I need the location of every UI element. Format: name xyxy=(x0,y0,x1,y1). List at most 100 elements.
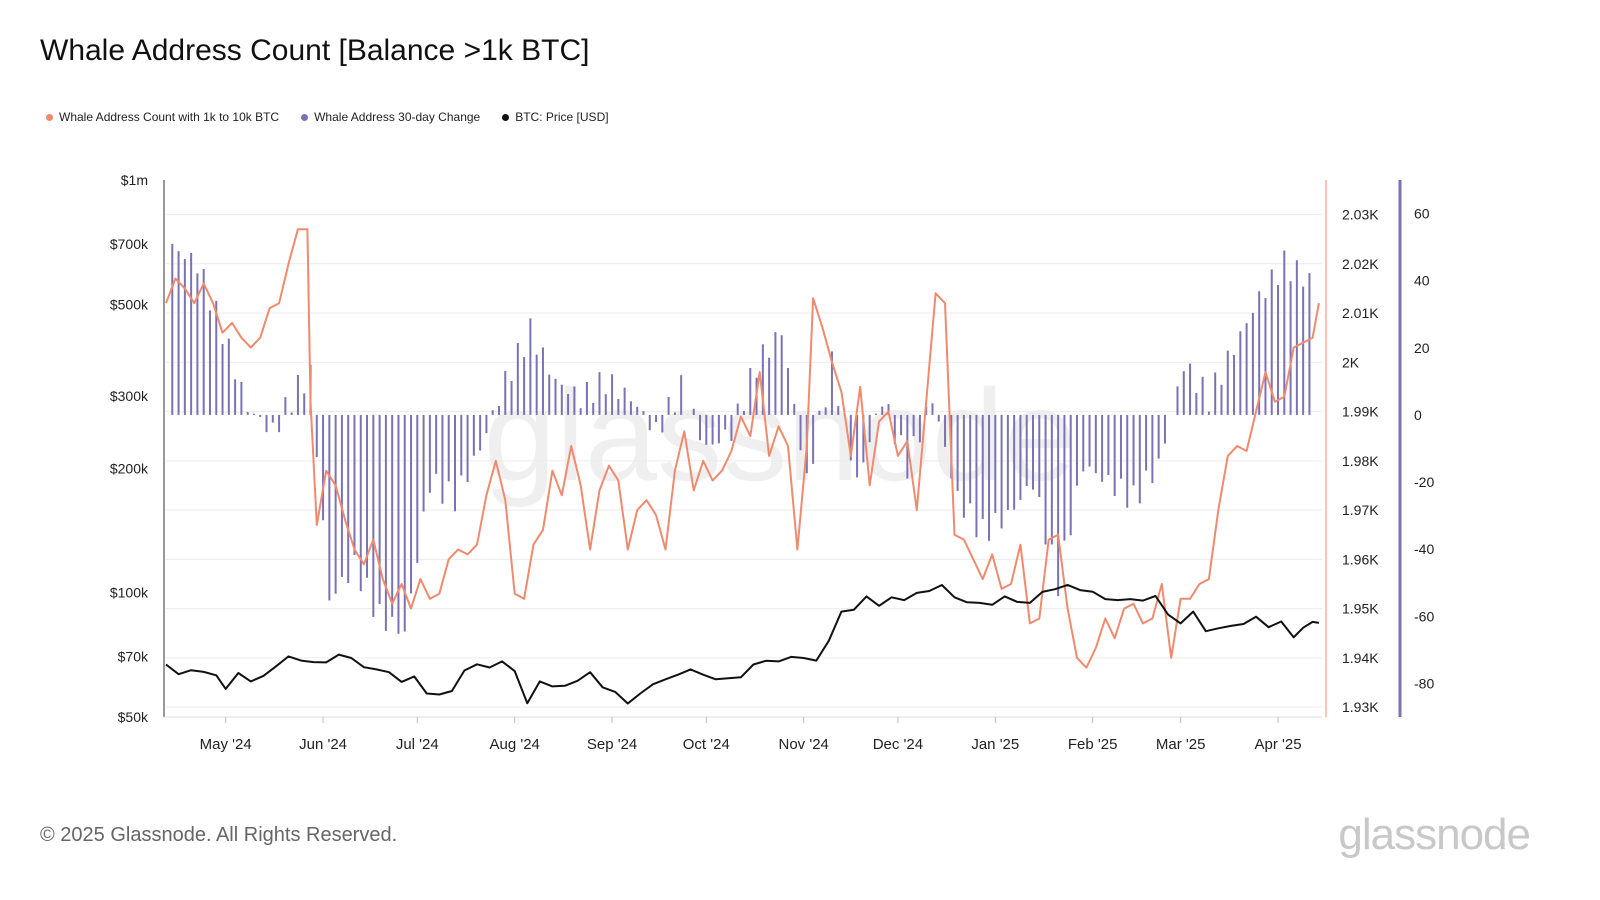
change-bar xyxy=(447,414,450,482)
change-bar xyxy=(1302,286,1305,415)
change-bar xyxy=(598,372,601,415)
change-bar xyxy=(981,414,984,520)
change-bar xyxy=(1283,250,1286,415)
change-bar xyxy=(441,414,444,504)
change-bar xyxy=(1233,354,1236,415)
change-bar xyxy=(190,252,193,415)
change-bar xyxy=(1119,414,1122,479)
change-bar xyxy=(1107,414,1110,475)
price-tick-label: $300k xyxy=(110,388,149,404)
price-tick-label: $100k xyxy=(110,585,149,601)
count-tick-label: 1.99K xyxy=(1342,404,1379,420)
change-bar xyxy=(881,406,884,415)
change-bar xyxy=(1207,411,1210,415)
x-tick-label: Feb '25 xyxy=(1068,736,1118,753)
change-bar xyxy=(366,414,369,578)
change-bar xyxy=(435,414,438,474)
change-bar xyxy=(667,396,670,415)
change-bar xyxy=(334,414,337,594)
change-bar xyxy=(585,382,588,415)
x-tick-label: Sep '24 xyxy=(587,736,637,753)
change-bar xyxy=(1176,386,1179,415)
change-bar xyxy=(1226,350,1229,415)
change-bar xyxy=(422,414,425,512)
change-bar xyxy=(1157,414,1160,459)
change-bar xyxy=(736,403,739,415)
change-bar xyxy=(680,375,683,415)
change-bar xyxy=(353,414,356,555)
change-bar xyxy=(1050,414,1053,545)
change-bar xyxy=(1063,414,1066,541)
change-bar xyxy=(812,414,815,464)
change-bar xyxy=(1069,414,1072,536)
change-bar xyxy=(1000,414,1003,529)
axes: $1m $700k $500k $300k $200k $100k $70k $50k 2.03… xyxy=(110,172,1435,753)
change-bar xyxy=(240,381,243,415)
x-tick-label: Aug '24 xyxy=(489,736,539,753)
change-bar xyxy=(818,410,821,415)
legend-label: Whale Address Count with 1k to 10k BTC xyxy=(59,110,280,124)
legend-item-whale-change[interactable]: Whale Address 30-day Change xyxy=(301,110,480,124)
change-bar xyxy=(1264,298,1267,415)
grid-lines xyxy=(166,213,1322,708)
price-tick-label: $50k xyxy=(118,709,149,725)
change-bar xyxy=(523,356,526,415)
change-bar xyxy=(328,414,331,601)
change-bar xyxy=(347,414,350,584)
change-bar xyxy=(830,351,833,415)
change-bar xyxy=(1038,414,1041,498)
change-bar xyxy=(862,414,865,463)
change-bar xyxy=(799,414,802,451)
change-bar xyxy=(315,414,318,458)
change-bar xyxy=(1138,414,1141,504)
series-lines xyxy=(165,228,1320,705)
change-bar xyxy=(988,414,991,541)
change-bar xyxy=(975,414,978,538)
brand-logo: glassnode xyxy=(1338,810,1531,859)
change-bar xyxy=(579,408,582,415)
count-tick-label: 1.96K xyxy=(1342,551,1379,567)
legend-item-btc-price[interactable]: BTC: Price [USD] xyxy=(502,110,609,124)
change-bar xyxy=(221,344,224,415)
change-bar xyxy=(944,414,947,447)
legend-label: Whale Address 30-day Change xyxy=(314,110,481,124)
change-bar xyxy=(573,386,576,415)
change-bar xyxy=(177,251,180,415)
change-bar xyxy=(1295,260,1298,415)
count-tick-label: 2K xyxy=(1342,354,1360,370)
change-bar xyxy=(1258,291,1261,415)
x-tick-label: Dec '24 xyxy=(873,736,923,753)
count-tick-label: 2.02K xyxy=(1342,256,1379,272)
change-tick-label: -40 xyxy=(1414,541,1434,557)
change-bar xyxy=(1044,414,1047,545)
change-bar xyxy=(1013,414,1016,510)
change-bar xyxy=(705,414,708,445)
change-bar xyxy=(428,414,431,493)
change-bar xyxy=(780,335,783,415)
price-tick-label: $700k xyxy=(110,236,149,252)
change-bar xyxy=(303,393,306,415)
x-tick-label: Jul '24 xyxy=(396,736,439,753)
change-tick-label: -20 xyxy=(1414,474,1434,490)
change-bar xyxy=(516,342,519,415)
change-bar xyxy=(340,414,343,577)
legend-item-whale-count[interactable]: Whale Address Count with 1k to 10k BTC xyxy=(46,110,279,124)
change-bar xyxy=(611,374,614,415)
count-tick-label: 1.93K xyxy=(1342,699,1379,715)
change-bar xyxy=(296,374,299,415)
change-bar xyxy=(1145,414,1148,471)
x-tick-label: May '24 xyxy=(200,736,252,753)
change-bar xyxy=(724,414,727,430)
change-bar xyxy=(1201,376,1204,415)
change-bar xyxy=(1189,363,1192,415)
change-bar xyxy=(629,401,632,415)
change-bar xyxy=(1163,414,1166,444)
change-bar xyxy=(617,398,620,415)
change-bar xyxy=(937,414,940,422)
change-bar xyxy=(786,368,789,415)
change-bar xyxy=(278,414,281,433)
change-bar xyxy=(636,406,639,415)
change-bar xyxy=(931,403,934,415)
change-bar xyxy=(208,310,211,415)
